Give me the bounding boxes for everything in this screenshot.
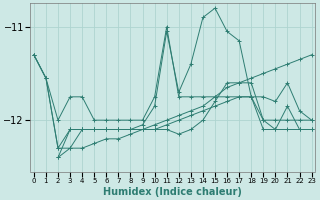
X-axis label: Humidex (Indice chaleur): Humidex (Indice chaleur)	[103, 187, 242, 197]
